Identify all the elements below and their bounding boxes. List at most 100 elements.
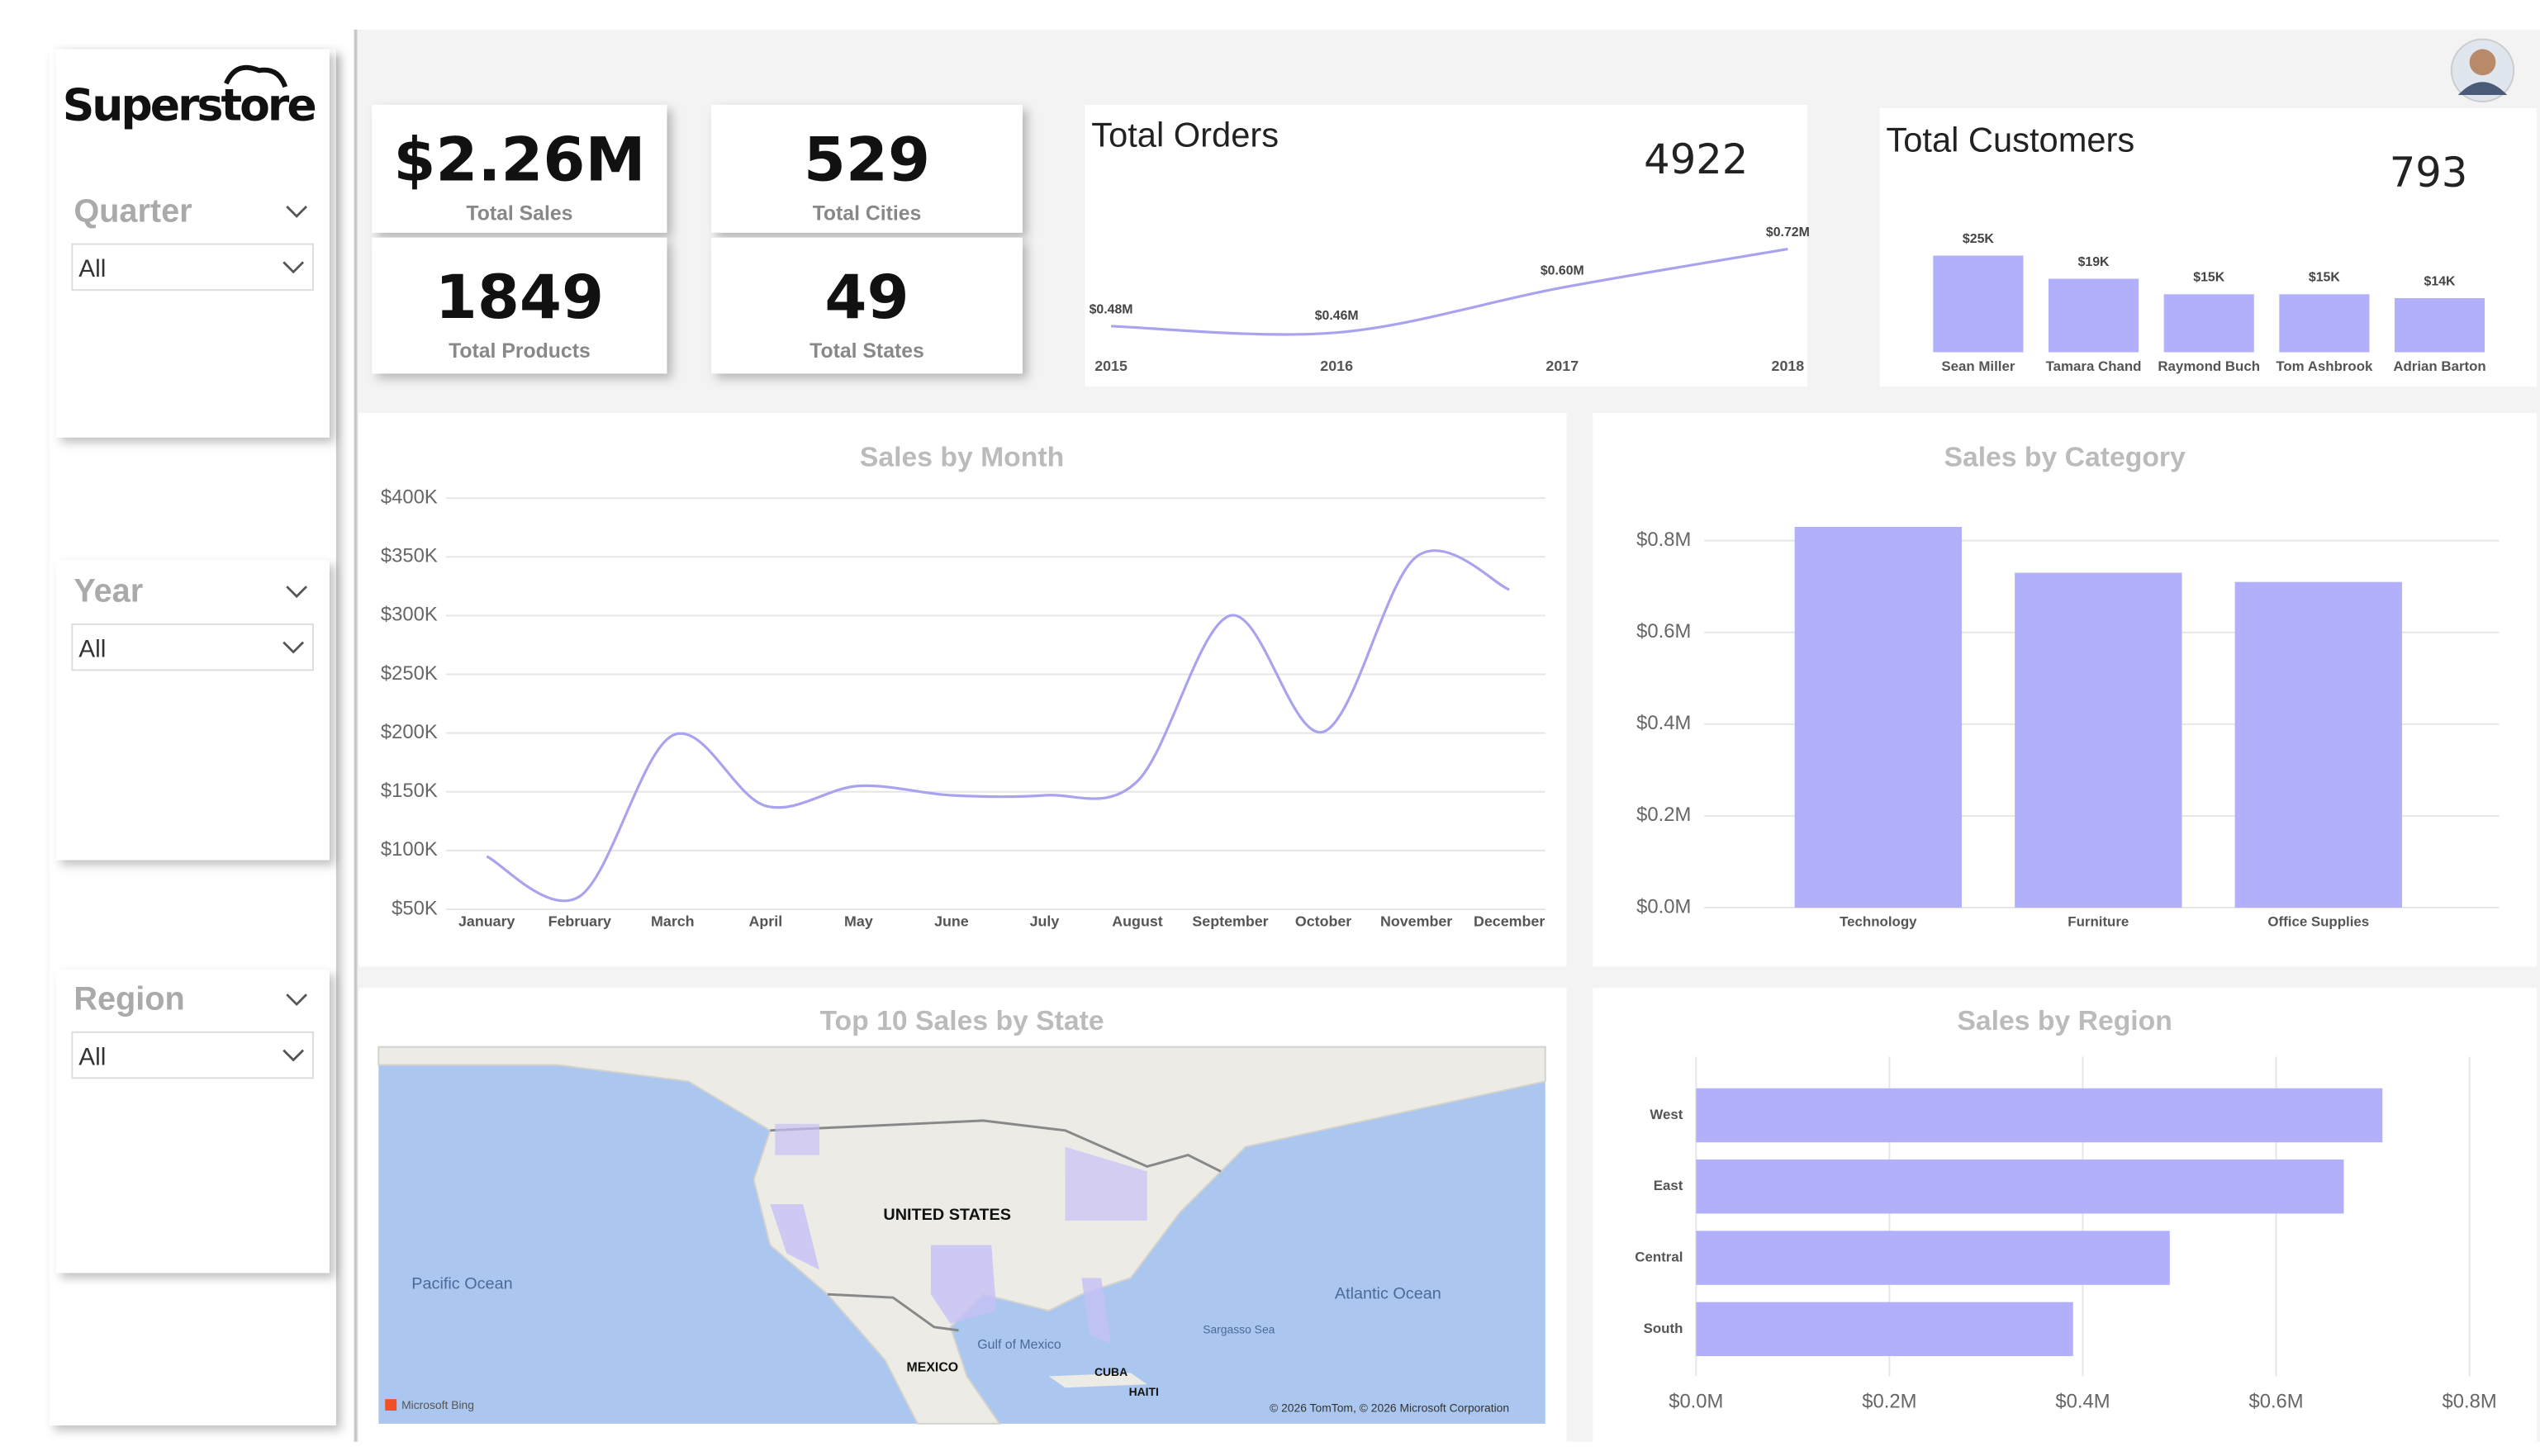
- kpi-card: [372, 237, 667, 374]
- map-state: [1081, 1278, 1112, 1344]
- kpi-label: Total Products: [449, 340, 591, 363]
- map-state: [1065, 1146, 1147, 1221]
- y-tick-label: East: [1654, 1178, 1683, 1193]
- y-tick-label: $150K: [381, 780, 438, 802]
- chevron: [286, 586, 308, 599]
- x-tick-label: July: [1030, 913, 1060, 930]
- y-tick-label: South: [1644, 1321, 1683, 1336]
- filter-label: Region: [74, 981, 184, 1017]
- x-tick-label: November: [1380, 913, 1452, 930]
- avatar-face: [2469, 49, 2496, 76]
- x-tick-label: December: [1474, 913, 1545, 930]
- kpi-value: $2.26M: [393, 125, 645, 195]
- x-tick-label: $0.2M: [1862, 1390, 1916, 1412]
- y-tick-label: $0.2M: [1636, 804, 1691, 826]
- kpi-value: 49: [824, 263, 909, 333]
- logo: Superstore: [63, 79, 316, 131]
- chevron: [282, 261, 305, 274]
- map-state: [775, 1123, 819, 1155]
- x-tick-label: Raymond Buch: [2158, 358, 2260, 374]
- chart-total: 793: [2390, 149, 2468, 197]
- x-tick-label: Technology: [1840, 913, 1917, 929]
- map-land: [377, 1046, 1546, 1425]
- map-label: Sargasso Sea: [1203, 1323, 1275, 1336]
- x-tick-label: 2016: [1320, 358, 1353, 374]
- map-border: [827, 1292, 959, 1332]
- x-tick-label: 2018: [1772, 358, 1805, 374]
- kpi-value: 1849: [435, 263, 604, 333]
- chevron: [282, 641, 305, 654]
- bar: [1696, 1160, 2344, 1214]
- x-tick-label: 2017: [1545, 358, 1579, 374]
- logo-cloud: [224, 64, 288, 88]
- bar: [1794, 526, 1962, 908]
- data-label: $15K: [2193, 271, 2224, 285]
- x-tick-label: Tamara Chand: [2046, 358, 2142, 374]
- dropdown[interactable]: [71, 1031, 314, 1079]
- y-tick-label: $0.0M: [1636, 895, 1691, 918]
- x-tick-label: June: [934, 913, 969, 930]
- map-state: [930, 1245, 997, 1324]
- y-tick-label: $300K: [381, 604, 438, 626]
- map-label: UNITED STATES: [883, 1206, 1011, 1224]
- data-label: $0.72M: [1766, 225, 1810, 240]
- map-label: Gulf of Mexico: [977, 1338, 1061, 1352]
- data-label: $0.46M: [1315, 309, 1359, 323]
- map-label: Atlantic Ocean: [1335, 1284, 1441, 1302]
- x-tick-label: $0.6M: [2248, 1390, 2303, 1412]
- x-tick-label: January: [458, 913, 515, 930]
- x-tick-label: Adrian Barton: [2393, 358, 2485, 374]
- bar: [2049, 278, 2139, 353]
- y-tick-label: West: [1650, 1107, 1683, 1122]
- map-state: [770, 1204, 819, 1270]
- chart-title: Sales by Category: [1944, 441, 2186, 472]
- chevron: [282, 1049, 305, 1062]
- dropdown-value: All: [78, 1043, 106, 1070]
- x-tick-label: Sean Miller: [1941, 358, 2015, 374]
- data-label: $0.60M: [1541, 264, 1584, 278]
- data-label: $0.48M: [1090, 302, 1133, 316]
- map-label: Pacific Ocean: [411, 1275, 512, 1293]
- line: [486, 549, 1510, 903]
- y-tick-label: $200K: [381, 721, 438, 743]
- x-tick-label: October: [1295, 913, 1351, 930]
- bar: [2163, 294, 2254, 353]
- y-tick-label: $0.8M: [1636, 529, 1691, 551]
- kpi-label: Total Sales: [466, 202, 572, 225]
- bar: [1696, 1231, 2170, 1285]
- filter-card: [55, 560, 330, 861]
- bar: [2015, 572, 2182, 908]
- y-tick-label: $50K: [392, 897, 438, 919]
- filter-label: Quarter: [74, 192, 192, 229]
- x-tick-label: August: [1112, 913, 1163, 930]
- x-tick-label: Office Supplies: [2267, 913, 2369, 929]
- x-tick-label: September: [1192, 913, 1268, 930]
- chart-total: 4922: [1644, 135, 1748, 183]
- map-border: [770, 1119, 1222, 1173]
- chart-title: Sales by Month: [860, 441, 1064, 472]
- x-tick-label: $0.4M: [2055, 1390, 2110, 1412]
- panel: [1085, 104, 1808, 387]
- x-tick-label: $0.8M: [2443, 1390, 2497, 1412]
- y-tick-label: $0.6M: [1636, 620, 1691, 643]
- bar: [1696, 1088, 2383, 1143]
- y-tick-label: $100K: [381, 838, 438, 861]
- filter-card: [55, 970, 330, 1273]
- y-tick-label: $250K: [381, 662, 438, 685]
- map-credits: © 2026 TomTom, © 2026 Microsoft Corporat…: [1270, 1401, 1509, 1415]
- avatar[interactable]: [2450, 38, 2515, 102]
- chevron: [286, 994, 308, 1007]
- kpi-card: [711, 104, 1023, 233]
- dropdown[interactable]: [71, 243, 314, 292]
- map-provider: Microsoft Bing: [401, 1398, 474, 1411]
- kpi-value: 529: [804, 125, 930, 195]
- dropdown[interactable]: [71, 623, 314, 671]
- avatar-body: [2457, 82, 2508, 96]
- bar: [2279, 294, 2370, 353]
- bar: [2394, 297, 2485, 353]
- line: [1111, 247, 1788, 336]
- data-label: $19K: [2078, 255, 2110, 269]
- map-island: [1048, 1373, 1147, 1388]
- y-tick-label: $0.4M: [1636, 712, 1691, 734]
